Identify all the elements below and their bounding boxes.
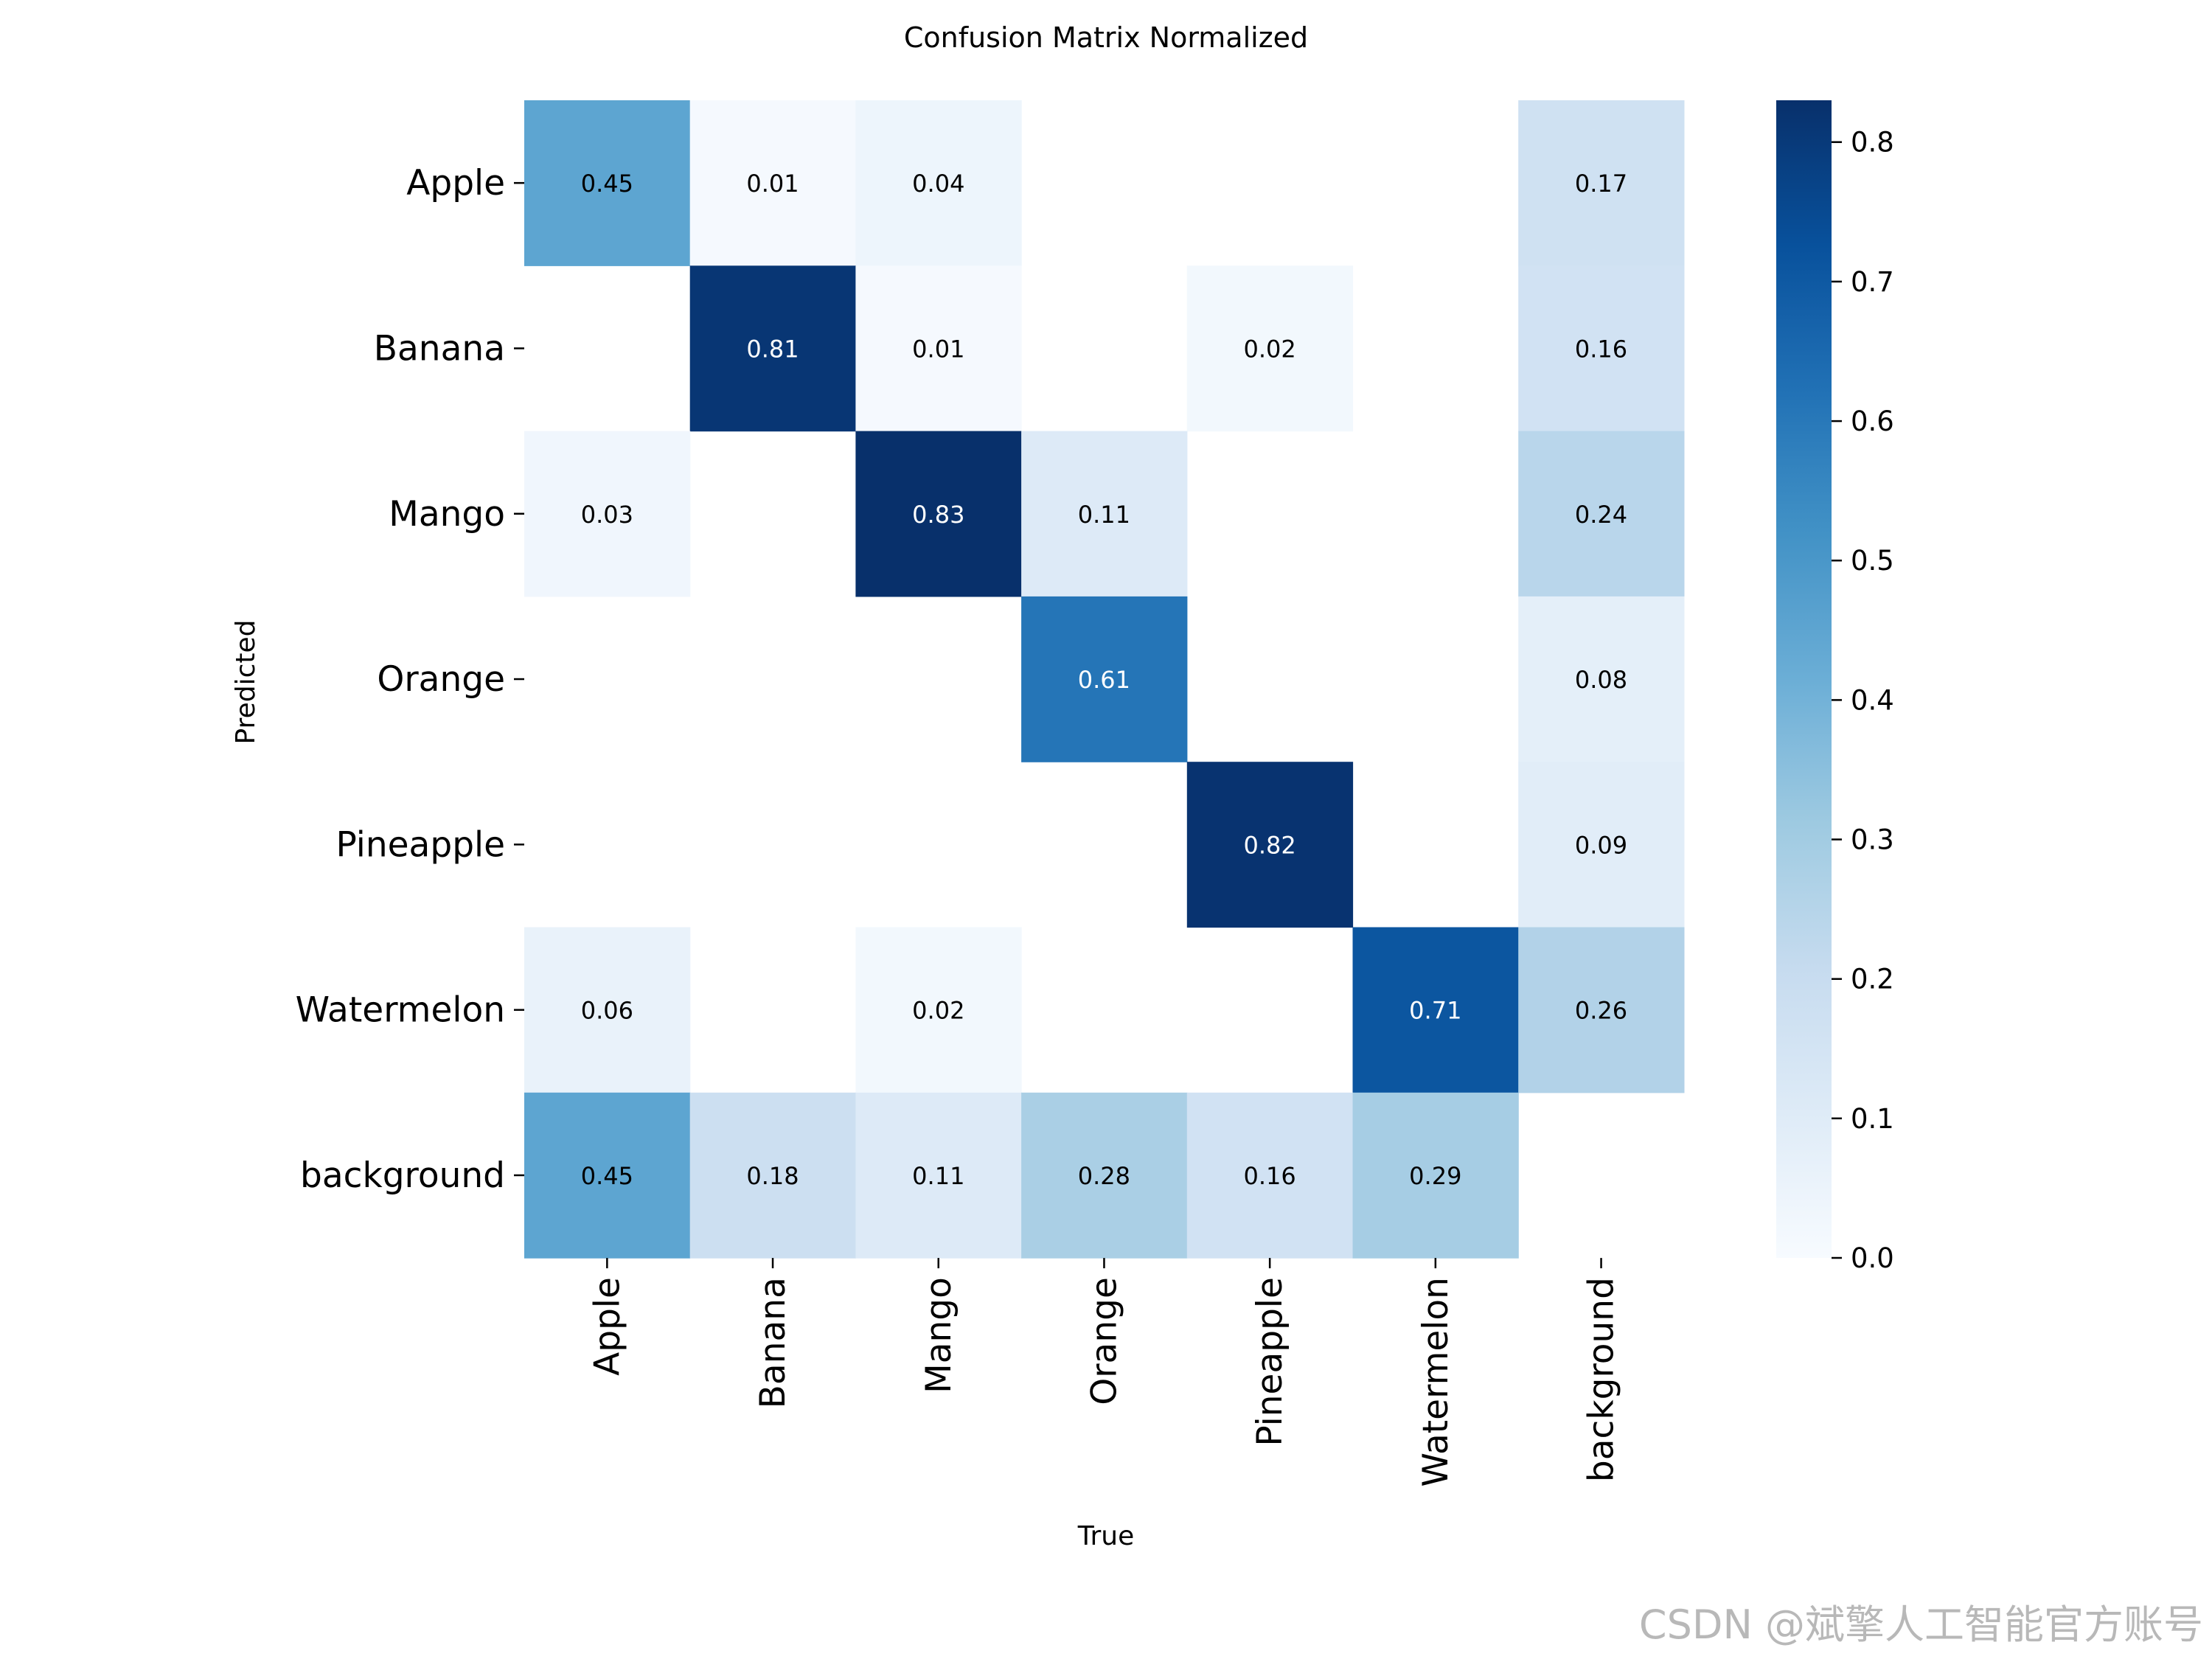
cell-apple-background — [1518, 100, 1685, 266]
cell-value-label: 0.61 — [1078, 666, 1130, 694]
cell-apple-apple — [524, 100, 691, 266]
cell-watermelon-apple — [524, 927, 691, 1093]
cell-value-label: 0.06 — [581, 997, 633, 1025]
y-tick-label-apple: Apple — [406, 163, 505, 204]
cell-banana-banana — [689, 265, 856, 432]
cell-value-label: 0.16 — [1575, 335, 1627, 364]
cell-watermelon-mango — [855, 927, 1022, 1093]
cell-orange-background — [1518, 596, 1685, 762]
cell-pineapple-pineapple — [1186, 762, 1354, 928]
cell-background-banana — [689, 1092, 856, 1259]
x-tick-label-apple: Apple — [587, 1277, 627, 1376]
colorbar: 0.0 0.1 0.2 0.3 0.4 0.5 0.6 0.7 0.8 — [1776, 100, 1894, 1274]
cell-value-label: 0.17 — [1575, 170, 1627, 198]
cell-orange-orange — [1021, 596, 1188, 762]
colorbar-tick-label: 0.5 — [1851, 545, 1894, 577]
y-tick-label-watermelon: Watermelon — [296, 990, 505, 1031]
y-axis-label: Predicted — [231, 620, 261, 745]
cell-mango-orange — [1021, 431, 1188, 597]
heatmap-cells: 0.45 0.01 0.04 0.17 0.81 0.01 0.02 0.16 0.03 0.83… — [524, 100, 1685, 1259]
colorbar-tick-label: 0.1 — [1851, 1103, 1894, 1135]
cell-value-label: 0.24 — [1575, 501, 1627, 529]
cell-background-pineapple — [1186, 1092, 1354, 1259]
cell-value-label: 0.16 — [1243, 1162, 1295, 1190]
colorbar-tick-label: 0.7 — [1851, 266, 1894, 298]
cell-value-label: 0.45 — [581, 1162, 633, 1190]
cell-value-label: 0.71 — [1409, 997, 1461, 1025]
x-tick-label-watermelon: Watermelon — [1416, 1277, 1456, 1486]
cell-background-apple — [524, 1092, 691, 1259]
cell-watermelon-watermelon — [1352, 927, 1519, 1093]
cell-value-label: 0.28 — [1078, 1162, 1130, 1190]
y-tick-label-mango: Mango — [389, 494, 505, 535]
watermark: CSDN @斌擎人工智能官方账号 — [1639, 1601, 2203, 1648]
colorbar-tick-label: 0.6 — [1851, 406, 1894, 437]
cell-background-orange — [1021, 1092, 1188, 1259]
y-tick-label-pineapple: Pineapple — [335, 824, 505, 865]
x-tick-label-banana: Banana — [753, 1277, 793, 1408]
cell-value-label: 0.02 — [1243, 335, 1295, 364]
cell-value-label: 0.02 — [912, 997, 964, 1025]
x-tick-label-mango: Mango — [919, 1277, 959, 1394]
y-tick-label-background: background — [300, 1155, 505, 1196]
cell-watermelon-background — [1518, 927, 1685, 1093]
y-tick-label-orange: Orange — [377, 659, 505, 700]
y-axis: Apple Banana Mango Orange Pineapple Watermelo… — [296, 163, 524, 1196]
colorbar-tick-label: 0.4 — [1851, 684, 1894, 716]
cell-apple-mango — [855, 100, 1022, 266]
colorbar-tick-label: 0.2 — [1851, 964, 1894, 995]
x-tick-label-pineapple: Pineapple — [1250, 1277, 1290, 1447]
x-axis: Apple Banana Mango Orange Pineapple Watermelo… — [587, 1258, 1622, 1487]
cell-banana-background — [1518, 265, 1685, 432]
x-tick-label-background: background — [1582, 1277, 1622, 1482]
colorbar-tick-label: 0.0 — [1851, 1242, 1894, 1274]
cell-value-label: 0.03 — [581, 501, 633, 529]
cell-mango-mango — [855, 431, 1022, 597]
cell-banana-mango — [855, 265, 1022, 432]
colorbar-ticks: 0.0 0.1 0.2 0.3 0.4 0.5 0.6 0.7 0.8 — [1832, 127, 1894, 1274]
cell-value-label: 0.83 — [912, 501, 964, 529]
cell-value-label: 0.18 — [746, 1162, 799, 1190]
chart-title: Confusion Matrix Normalized — [904, 21, 1308, 54]
cell-value-label: 0.82 — [1243, 831, 1295, 859]
cell-value-label: 0.45 — [581, 170, 633, 198]
cell-value-label: 0.11 — [1078, 501, 1130, 529]
cell-mango-background — [1518, 431, 1685, 597]
x-axis-label: True — [1077, 1521, 1134, 1551]
cell-value-label: 0.81 — [746, 335, 799, 364]
cell-background-mango — [855, 1092, 1022, 1259]
cell-value-label: 0.08 — [1575, 666, 1627, 694]
cell-value-label: 0.01 — [912, 335, 964, 364]
cell-value-label: 0.09 — [1575, 831, 1627, 859]
cell-background-watermelon — [1352, 1092, 1519, 1259]
cell-pineapple-background — [1518, 762, 1685, 928]
cell-value-label: 0.01 — [746, 170, 799, 198]
y-tick-label-banana: Banana — [374, 328, 505, 369]
colorbar-gradient — [1776, 100, 1832, 1258]
cell-value-label: 0.11 — [912, 1162, 964, 1190]
cell-value-label: 0.26 — [1575, 997, 1627, 1025]
x-tick-label-orange: Orange — [1084, 1277, 1124, 1405]
cell-mango-apple — [524, 431, 691, 597]
cell-banana-pineapple — [1186, 265, 1354, 432]
cell-value-label: 0.04 — [912, 170, 964, 198]
cell-apple-banana — [689, 100, 856, 266]
cell-value-label: 0.29 — [1409, 1162, 1461, 1190]
colorbar-tick-label: 0.3 — [1851, 824, 1894, 856]
colorbar-tick-label: 0.8 — [1851, 127, 1894, 159]
